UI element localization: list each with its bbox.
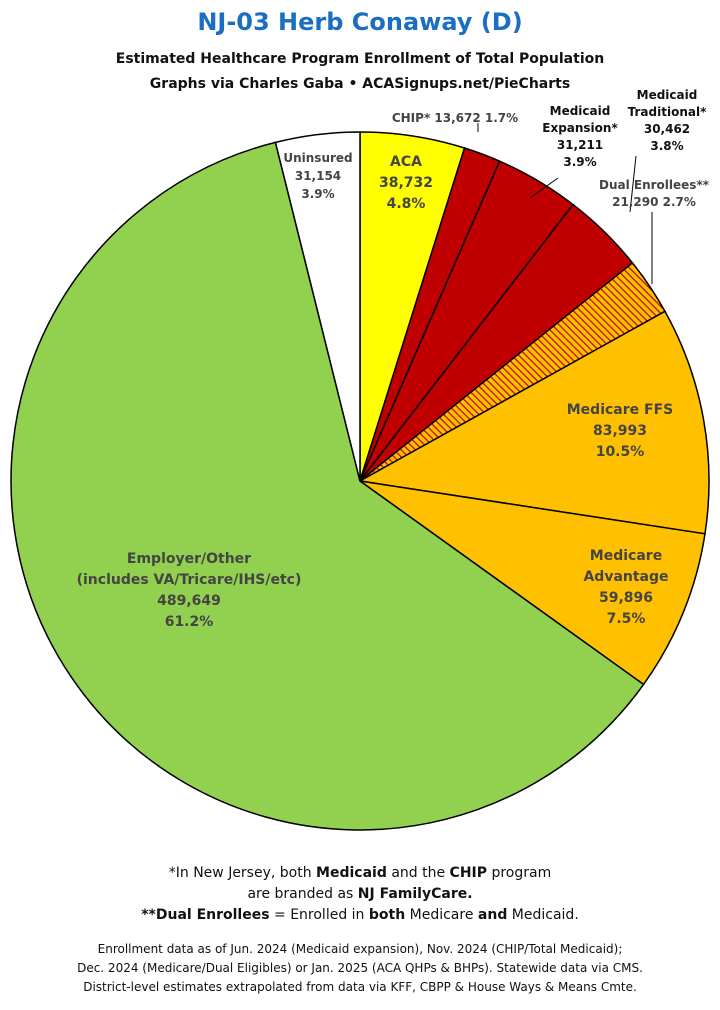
footnote-dual-enrollees: **Dual Enrollees = Enrolled in both Medi… (141, 907, 579, 923)
slice-label-uninsured: Uninsured 31,154 3.9% (283, 151, 352, 201)
slice-label-medicare-ffs: Medicare FFS 83,993 10.5% (567, 402, 673, 460)
slice-label-medicaid-traditional: Medicaid Traditional* 30,462 3.8% (628, 88, 707, 153)
chart-credit: Graphs via Charles Gaba • ACASignups.net… (149, 76, 571, 92)
leader-line-medicaid-traditional (629, 155, 637, 213)
leader-line-medicaid-expansion (529, 177, 559, 199)
footnote-nj-familycare: are branded as NJ FamilyCare. (247, 886, 473, 902)
slice-label-medicaid-expansion: Medicaid Expansion* 31,211 3.9% (542, 104, 618, 169)
pie-slice-medicare-ffs (357, 310, 710, 535)
slice-label-dual-enrollees: Dual Enrollees** 21,290 2.7% (599, 178, 710, 209)
chart-subtitle: Estimated Healthcare Program Enrollment … (115, 51, 605, 67)
source-note-line1: Enrollment data as of Jun. 2024 (Medicai… (97, 942, 623, 956)
pie-slice-medicare-advantage (359, 480, 706, 686)
source-note-line3: District-level estimates extrapolated fr… (83, 980, 637, 994)
chart-title: NJ-03 Herb Conaway (D) (197, 8, 523, 36)
slice-label-chip: CHIP* 13,672 1.7% (392, 111, 518, 125)
slice-label-medicare-advantage: Medicare Advantage 59,896 7.5% (583, 548, 668, 627)
source-note-line2: Dec. 2024 (Medicare/Dual Eligibles) or J… (77, 961, 643, 975)
footnote-medicaid-chip: *In New Jersey, both Medicaid and the CH… (168, 865, 552, 881)
pie-slice-uninsured (274, 131, 361, 482)
slice-label-employer-other-includes-va-tricare-ihs-etc: Employer/Other (includes VA/Tricare/IHS/e… (77, 551, 302, 630)
slice-label-aca: ACA 38,732 4.8% (379, 154, 433, 212)
pie-slice-employer-other-includes-va-tricare-ihs-etc (10, 141, 645, 831)
